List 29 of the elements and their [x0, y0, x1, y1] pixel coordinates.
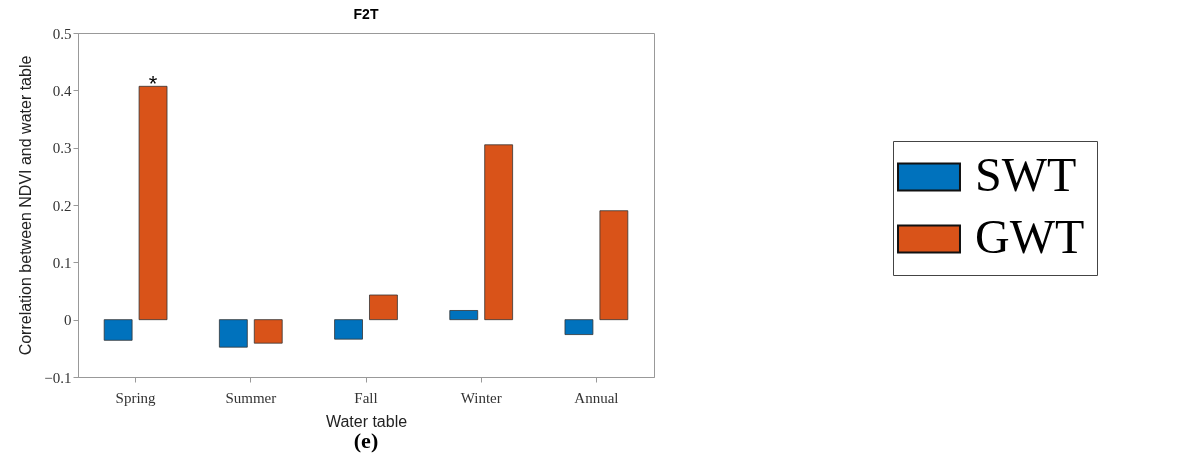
- x-axis-title: Water table: [325, 412, 408, 430]
- y-tick-label: 0.3: [52, 140, 72, 157]
- legend-label: SWT: [975, 148, 1077, 201]
- x-tick-label: Summer: [225, 389, 277, 406]
- bar: [599, 210, 629, 321]
- bar: [218, 319, 248, 348]
- bar: [253, 319, 283, 344]
- x-tick-label: Fall: [354, 389, 378, 406]
- x-tick-label: Winter: [460, 389, 502, 406]
- y-tick-label: 0.2: [52, 197, 72, 214]
- text: (e): [353, 428, 379, 453]
- y-axis-title: Correlation between NDVI and water table: [17, 55, 35, 356]
- legend-label: GWT: [975, 210, 1085, 263]
- bar: [138, 85, 168, 321]
- y-tick-label: −0.1: [44, 369, 72, 386]
- bar: [103, 319, 133, 341]
- bar: [449, 310, 479, 321]
- x-tick-label: Annual: [574, 389, 619, 406]
- annotation: *: [148, 71, 158, 97]
- y-tick-label: 0.1: [52, 254, 72, 271]
- bar: [564, 319, 594, 335]
- bar: [334, 319, 363, 340]
- x-tick-label: Spring: [115, 389, 157, 406]
- chart-title: F2T: [353, 6, 379, 22]
- y-tick-label: 0.4: [52, 82, 72, 99]
- bar: [369, 294, 398, 321]
- bar: [484, 144, 514, 321]
- y-tick-label: 0: [64, 312, 72, 329]
- y-tick-label: 0.5: [52, 25, 72, 42]
